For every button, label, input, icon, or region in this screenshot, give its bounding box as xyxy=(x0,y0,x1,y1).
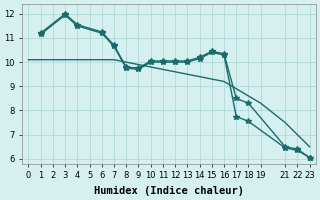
X-axis label: Humidex (Indice chaleur): Humidex (Indice chaleur) xyxy=(94,186,244,196)
